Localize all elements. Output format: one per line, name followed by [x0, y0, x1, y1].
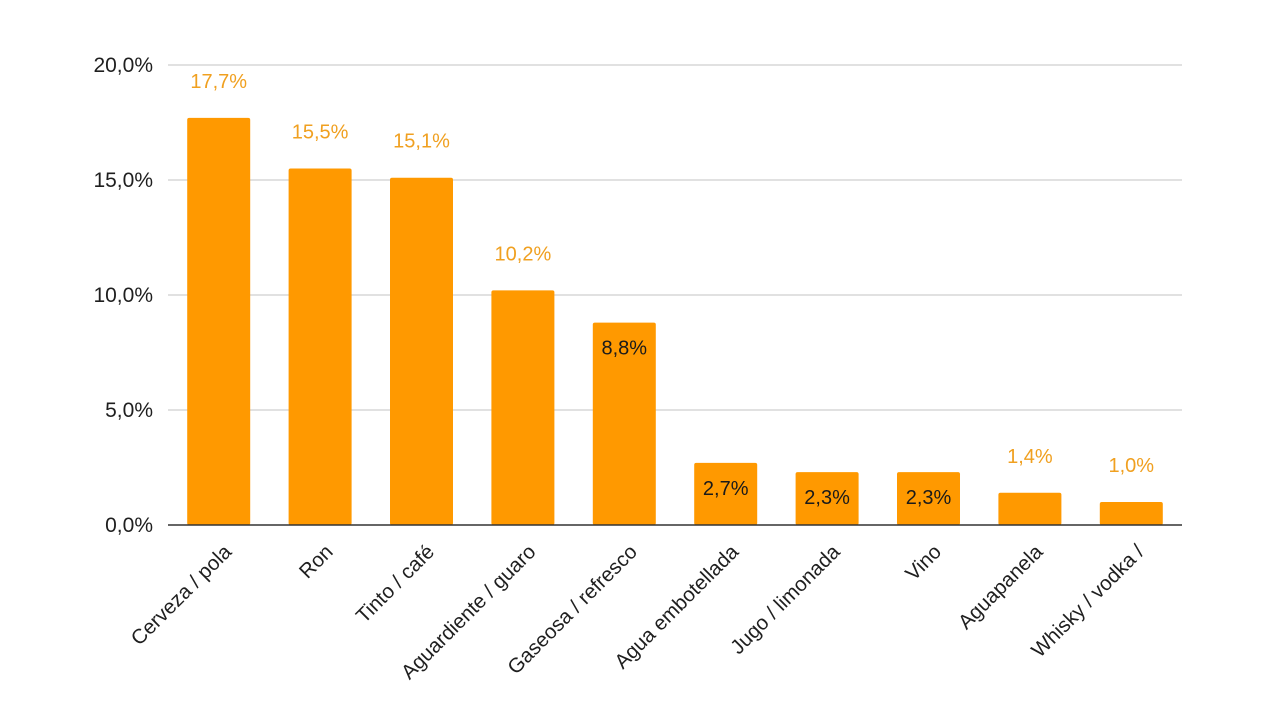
data-label: 2,3%	[906, 487, 952, 509]
x-category-label: Vino	[901, 540, 946, 585]
data-labels-layer: 17,7% 15,5% 15,1% 10,2% 8,8% 2,7% 2,3% 2,3% 1,4%…	[190, 71, 1154, 509]
bar	[288, 168, 352, 525]
data-label: 15,5%	[292, 122, 349, 144]
data-label: 17,7%	[190, 71, 247, 93]
y-tick-label: 20,0%	[93, 54, 153, 77]
y-axis-ticks: 0,0% 5,0% 10,0% 15,0% 20,0%	[93, 54, 153, 537]
bar	[187, 117, 251, 526]
data-label: 2,7%	[703, 478, 749, 500]
bar	[491, 290, 555, 525]
data-label: 15,1%	[393, 131, 450, 153]
bar	[795, 472, 859, 525]
data-label: 1,0%	[1109, 455, 1155, 477]
x-category-label: Cerveza / pola	[127, 540, 237, 650]
x-category-label: Ron	[295, 540, 338, 583]
y-tick-label: 15,0%	[93, 169, 153, 192]
bar	[998, 492, 1062, 525]
data-label: 8,8%	[602, 338, 648, 360]
bars-layer	[187, 117, 1163, 526]
bar	[897, 472, 960, 525]
data-label: 2,3%	[804, 487, 850, 509]
x-axis-categories: Cerveza / pola Ron Tinto / caféAguardiente…	[127, 540, 1150, 684]
x-category-label: Aguapanela	[954, 540, 1048, 634]
y-tick-label: 10,0%	[93, 284, 153, 307]
data-label: 10,2%	[495, 243, 552, 265]
y-tick-label: 0,0%	[105, 514, 153, 537]
bar	[592, 322, 656, 525]
x-category-label: Jugo / limonada	[726, 540, 845, 659]
y-tick-label: 5,0%	[105, 399, 153, 422]
bar	[1099, 502, 1163, 525]
data-label: 1,4%	[1007, 446, 1053, 468]
bar	[390, 177, 453, 525]
bar	[694, 462, 758, 525]
x-category-label: Tinto / café	[352, 540, 439, 627]
